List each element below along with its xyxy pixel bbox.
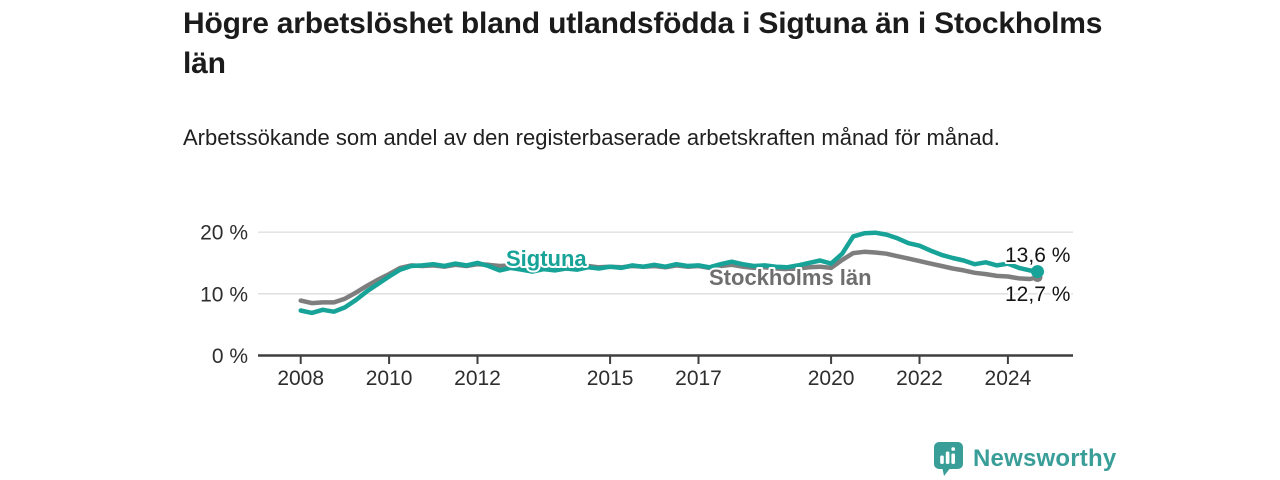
end-value-label-sigtuna: 13,6 % — [1005, 244, 1070, 267]
x-tick-label: 2010 — [366, 367, 413, 390]
newsworthy-logo-icon — [933, 441, 964, 477]
chart-header: Högre arbetslöshet bland utlandsfödda i … — [183, 4, 1123, 84]
x-tick-label: 2017 — [675, 367, 722, 390]
y-tick-label: 0 % — [212, 345, 248, 368]
chart-subtitle: Arbetssökande som andel av den registerb… — [183, 125, 1000, 150]
series-label-sigtuna: Sigtuna — [506, 246, 587, 271]
chart-title: Högre arbetslöshet bland utlandsfödda i … — [183, 7, 1103, 80]
y-tick-label: 20 % — [200, 222, 248, 245]
y-tick-label: 10 % — [200, 283, 248, 306]
series-label-stockholms-lan: Stockholms län — [709, 265, 872, 290]
x-tick-label: 2024 — [985, 367, 1032, 390]
brand-name: Newsworthy — [973, 445, 1117, 472]
series-line-sigtuna — [298, 230, 1040, 316]
series-line-stockholms-l-n — [298, 249, 1040, 306]
x-tick-label: 2015 — [587, 367, 634, 390]
x-tick-label: 2022 — [896, 367, 943, 390]
end-value-label-stockholms-lan: 12,7 % — [1005, 283, 1070, 306]
end-dot-sigtuna — [1031, 265, 1045, 279]
brand-footer: Newsworthy — [933, 441, 1116, 477]
x-tick-label: 2012 — [454, 367, 501, 390]
x-tick-label: 2020 — [808, 367, 855, 390]
x-tick-label: 2008 — [277, 367, 324, 390]
